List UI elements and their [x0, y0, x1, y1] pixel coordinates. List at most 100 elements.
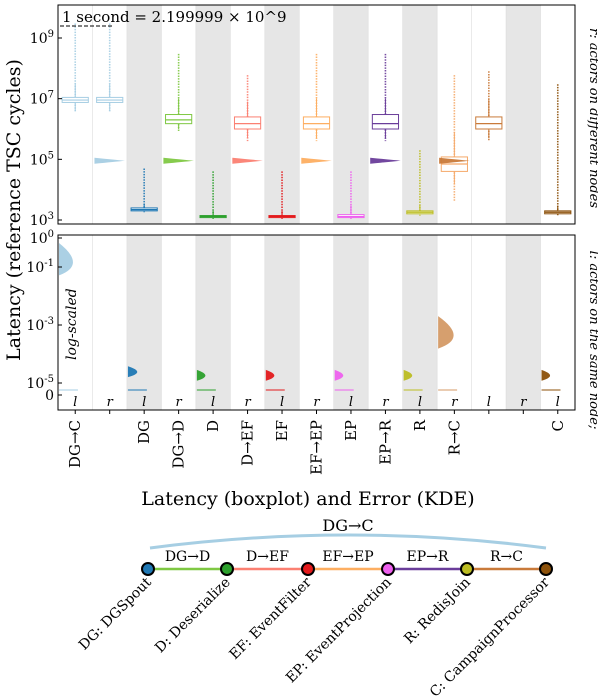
top-axes-frame	[57, 4, 576, 225]
bottom-xtick-label: l	[211, 395, 215, 410]
top-kde-2	[163, 157, 194, 164]
top-kde-5	[370, 157, 401, 164]
edge-label: DG→D	[165, 549, 210, 565]
overall-arc	[149, 533, 547, 550]
edge-label: EF→EP	[322, 549, 373, 565]
category-label: R→C	[445, 420, 463, 455]
box-8	[302, 53, 331, 142]
box-13	[475, 71, 503, 142]
kde-6	[403, 369, 413, 381]
overall-label: DG→C	[322, 516, 373, 535]
y-axis-label: Latency (reference TSC cycles)	[3, 59, 25, 361]
top-band	[264, 5, 300, 224]
bottom-band	[333, 235, 369, 410]
kde-8	[541, 369, 551, 381]
bottom-xtick-label: l	[349, 395, 353, 410]
bottom-xtick-label: r	[176, 395, 183, 410]
category-label: D→EF	[239, 420, 257, 466]
bottom-xtick-label: l	[280, 395, 284, 410]
category-label: DG→D	[170, 420, 188, 469]
category-label: EP	[342, 420, 360, 441]
box-body	[233, 116, 262, 130]
edge-label: EP→R	[407, 549, 449, 565]
top-ytick-label: 109	[30, 29, 54, 47]
bottom-ytick-label: 10-3	[26, 316, 54, 334]
top-kde-4	[301, 157, 332, 164]
bottom-band	[506, 235, 541, 410]
box-5	[199, 171, 227, 220]
x-axis-label: Latency (boxplot) and Error (KDE)	[141, 488, 474, 510]
box-body	[371, 114, 400, 130]
kde-1	[59, 243, 73, 276]
box-body	[165, 114, 193, 125]
right-label-bottom: l: actors on the same node;	[586, 251, 598, 430]
node-label: EF: EventFilter	[226, 574, 315, 663]
kde-5	[334, 369, 344, 381]
category-label: EP→R	[376, 419, 394, 465]
kde-2	[127, 366, 138, 378]
top-ytick-label: 103	[30, 211, 54, 229]
bottom-xtick-label: r	[313, 395, 320, 410]
node-label: D: Deserialize	[152, 575, 234, 657]
box-12	[440, 75, 468, 202]
category-label: EF	[273, 420, 291, 441]
category-label: DG	[135, 420, 153, 444]
bottom-xtick-label: l	[556, 395, 560, 410]
pipeline-diagram: DG→C DG→D D→EF EF→EP EP→R R→C DG: DGSpoutD: …	[76, 516, 553, 700]
node-label: DG: DGSpout	[76, 574, 155, 653]
category-label: C	[549, 420, 567, 431]
bottom-marks	[59, 243, 561, 391]
edge-label: R→C	[490, 549, 523, 565]
node-C	[539, 562, 553, 576]
top-kde-1	[94, 157, 125, 164]
bottom-ytick-label: 100	[30, 229, 54, 247]
top-band	[506, 5, 541, 224]
node-EP	[381, 562, 395, 576]
category-label: D	[204, 420, 222, 432]
category-label: R	[411, 419, 429, 431]
top-marks	[61, 23, 572, 220]
scale-note: log-scaled	[64, 288, 80, 360]
top-band	[402, 5, 438, 224]
bottom-xtick-label: l	[73, 395, 77, 410]
bottom-ytick-label: 10-1	[26, 258, 54, 276]
box-1	[61, 23, 89, 113]
right-label-top: r: actors on different nodes	[586, 28, 598, 208]
bottom-band	[402, 235, 438, 410]
box-11	[406, 150, 434, 216]
bottom-xtick-label: l	[487, 395, 491, 410]
bottom-band	[264, 235, 300, 410]
category-labels: DG→C DG DG→D D D→EF EF EF→EP EP EP→R R R→C C	[66, 419, 567, 475]
bottom-xtick-label: r	[451, 395, 458, 410]
box-body	[302, 116, 331, 130]
top-y-ticks: 103 105 107 109	[30, 29, 62, 229]
kde-3	[196, 369, 206, 381]
box-10	[371, 53, 400, 142]
box-4	[165, 53, 193, 132]
pipeline-nodes	[141, 562, 553, 576]
top-kde-6	[439, 157, 470, 164]
bottom-xtick-label: r	[107, 395, 114, 410]
bottom-ytick-label: 0	[45, 388, 54, 404]
bottom-xtick-label: r	[382, 395, 389, 410]
node-DG	[141, 562, 155, 576]
bottom-band	[195, 235, 231, 410]
box-body	[475, 116, 503, 130]
bottom-xtick-label: r	[244, 395, 251, 410]
top-ytick-label: 107	[30, 90, 54, 108]
bottom-xtick-label: r	[520, 395, 527, 410]
node-EF	[301, 562, 315, 576]
pipeline-edges: DG→D D→EF EF→EP EP→R R→C	[148, 549, 546, 571]
node-R	[460, 562, 474, 576]
node-D	[220, 562, 234, 576]
node-label: R: RedisJoin	[401, 575, 474, 648]
edge-label: D→EF	[246, 549, 289, 565]
annotation-text: 1 second = 2.199999 × 10^9	[62, 8, 287, 26]
box-14	[544, 84, 572, 216]
box-7	[268, 171, 296, 220]
bottom-xtick-label: l	[418, 395, 422, 410]
